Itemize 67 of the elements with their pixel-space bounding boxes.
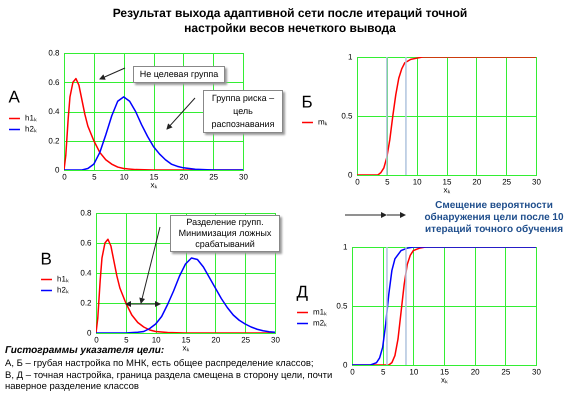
annotation: Группа риска – цель распознавания	[203, 90, 283, 133]
legend-label: mₖ	[318, 118, 328, 126]
annotation: Не целевая группа	[133, 66, 225, 83]
y-tick-label: 0.8	[80, 208, 92, 218]
y-axis-title: А	[8, 88, 20, 106]
y-axis-title: Д	[296, 282, 308, 302]
legend-label: h1ₖ	[25, 114, 37, 122]
y-tick-label: 0	[87, 328, 92, 338]
legend-label: h1ₖ	[57, 274, 69, 284]
x-tick-label: 0	[355, 178, 360, 186]
y-tick-label: 0.2	[80, 298, 92, 308]
y-tick-label: 0.4	[80, 268, 92, 278]
y-tick-label: 0	[55, 166, 60, 174]
x-axis-title: xₖ	[182, 344, 190, 352]
y-tick-label: 0	[343, 360, 348, 370]
x-tick-label: 15	[440, 368, 450, 376]
y-tick-label: 0.8	[48, 48, 60, 58]
text: Гистограммы указателя цели:	[5, 345, 164, 356]
x-tick-label: 10	[152, 336, 162, 344]
text: Результат выхода адаптивной сети после итераций точной настройки весов нечеткого вывода	[112, 6, 468, 36]
x-tick-label: 20	[179, 172, 189, 182]
text: В, Д – точная настройка, граница раздела смещена в сторону цели, почти наверное разделение классов	[5, 370, 332, 392]
x-tick-label: 15	[150, 172, 159, 182]
y-tick-label: 0.6	[48, 78, 60, 87]
text: А, Б – грубая настройка по МНК, есть общее распределение классов;	[5, 358, 314, 369]
x-tick-label: 25	[209, 172, 219, 182]
x-tick-label: 0	[94, 336, 100, 344]
x-axis-title: xₖ	[441, 376, 448, 384]
x-tick-label: 5	[92, 172, 98, 182]
line-series	[357, 57, 536, 175]
text: Смещение вероятности обнаружения цели после 10 итераций точного обучения	[423, 200, 565, 236]
y-tick-label: 0.5	[341, 112, 354, 120]
y-tick-label: 0.6	[80, 238, 92, 248]
x-tick-label: 30	[532, 178, 542, 186]
x-tick-label: 25	[501, 368, 511, 376]
x-tick-label: 5	[124, 336, 130, 344]
y-tick-label: 0.4	[48, 107, 60, 116]
x-tick-label: 30	[271, 336, 280, 344]
y-axis-title: В	[40, 250, 52, 268]
x-tick-label: 25	[241, 336, 251, 344]
x-tick-label: 15	[182, 336, 191, 344]
y-tick-label: 0.2	[48, 136, 60, 146]
x-axis-title: xₖ	[444, 186, 450, 194]
annotation: Разделение групп. Минимизация ложных срабатываний	[170, 215, 280, 252]
legend-label: h2ₖ	[57, 286, 69, 294]
x-tick-label: 15	[442, 178, 452, 186]
legend-label: m2ₖ	[313, 318, 328, 328]
y-tick-label: 0.5	[336, 302, 348, 310]
legend-label: m1ₖ	[313, 308, 328, 316]
y-tick-label: 1	[348, 52, 354, 62]
x-tick-label: 10	[120, 172, 130, 182]
x-tick-label: 10	[412, 178, 422, 186]
y-tick-label: 1	[343, 242, 348, 252]
x-tick-label: 30	[239, 172, 248, 182]
x-tick-label: 20	[472, 178, 482, 186]
x-tick-label: 0	[62, 172, 68, 182]
y-axis-title: Б	[302, 92, 313, 112]
x-tick-label: 5	[380, 368, 386, 376]
x-tick-label: 5	[385, 178, 390, 186]
x-tick-label: 10	[409, 368, 419, 376]
x-tick-label: 30	[532, 368, 542, 376]
x-axis-title: xₖ	[150, 180, 158, 190]
legend-label: h2ₖ	[25, 124, 37, 134]
x-tick-label: 25	[502, 178, 512, 186]
x-tick-label: 20	[470, 368, 480, 376]
x-tick-label: 20	[211, 336, 221, 344]
line-series	[352, 247, 536, 365]
